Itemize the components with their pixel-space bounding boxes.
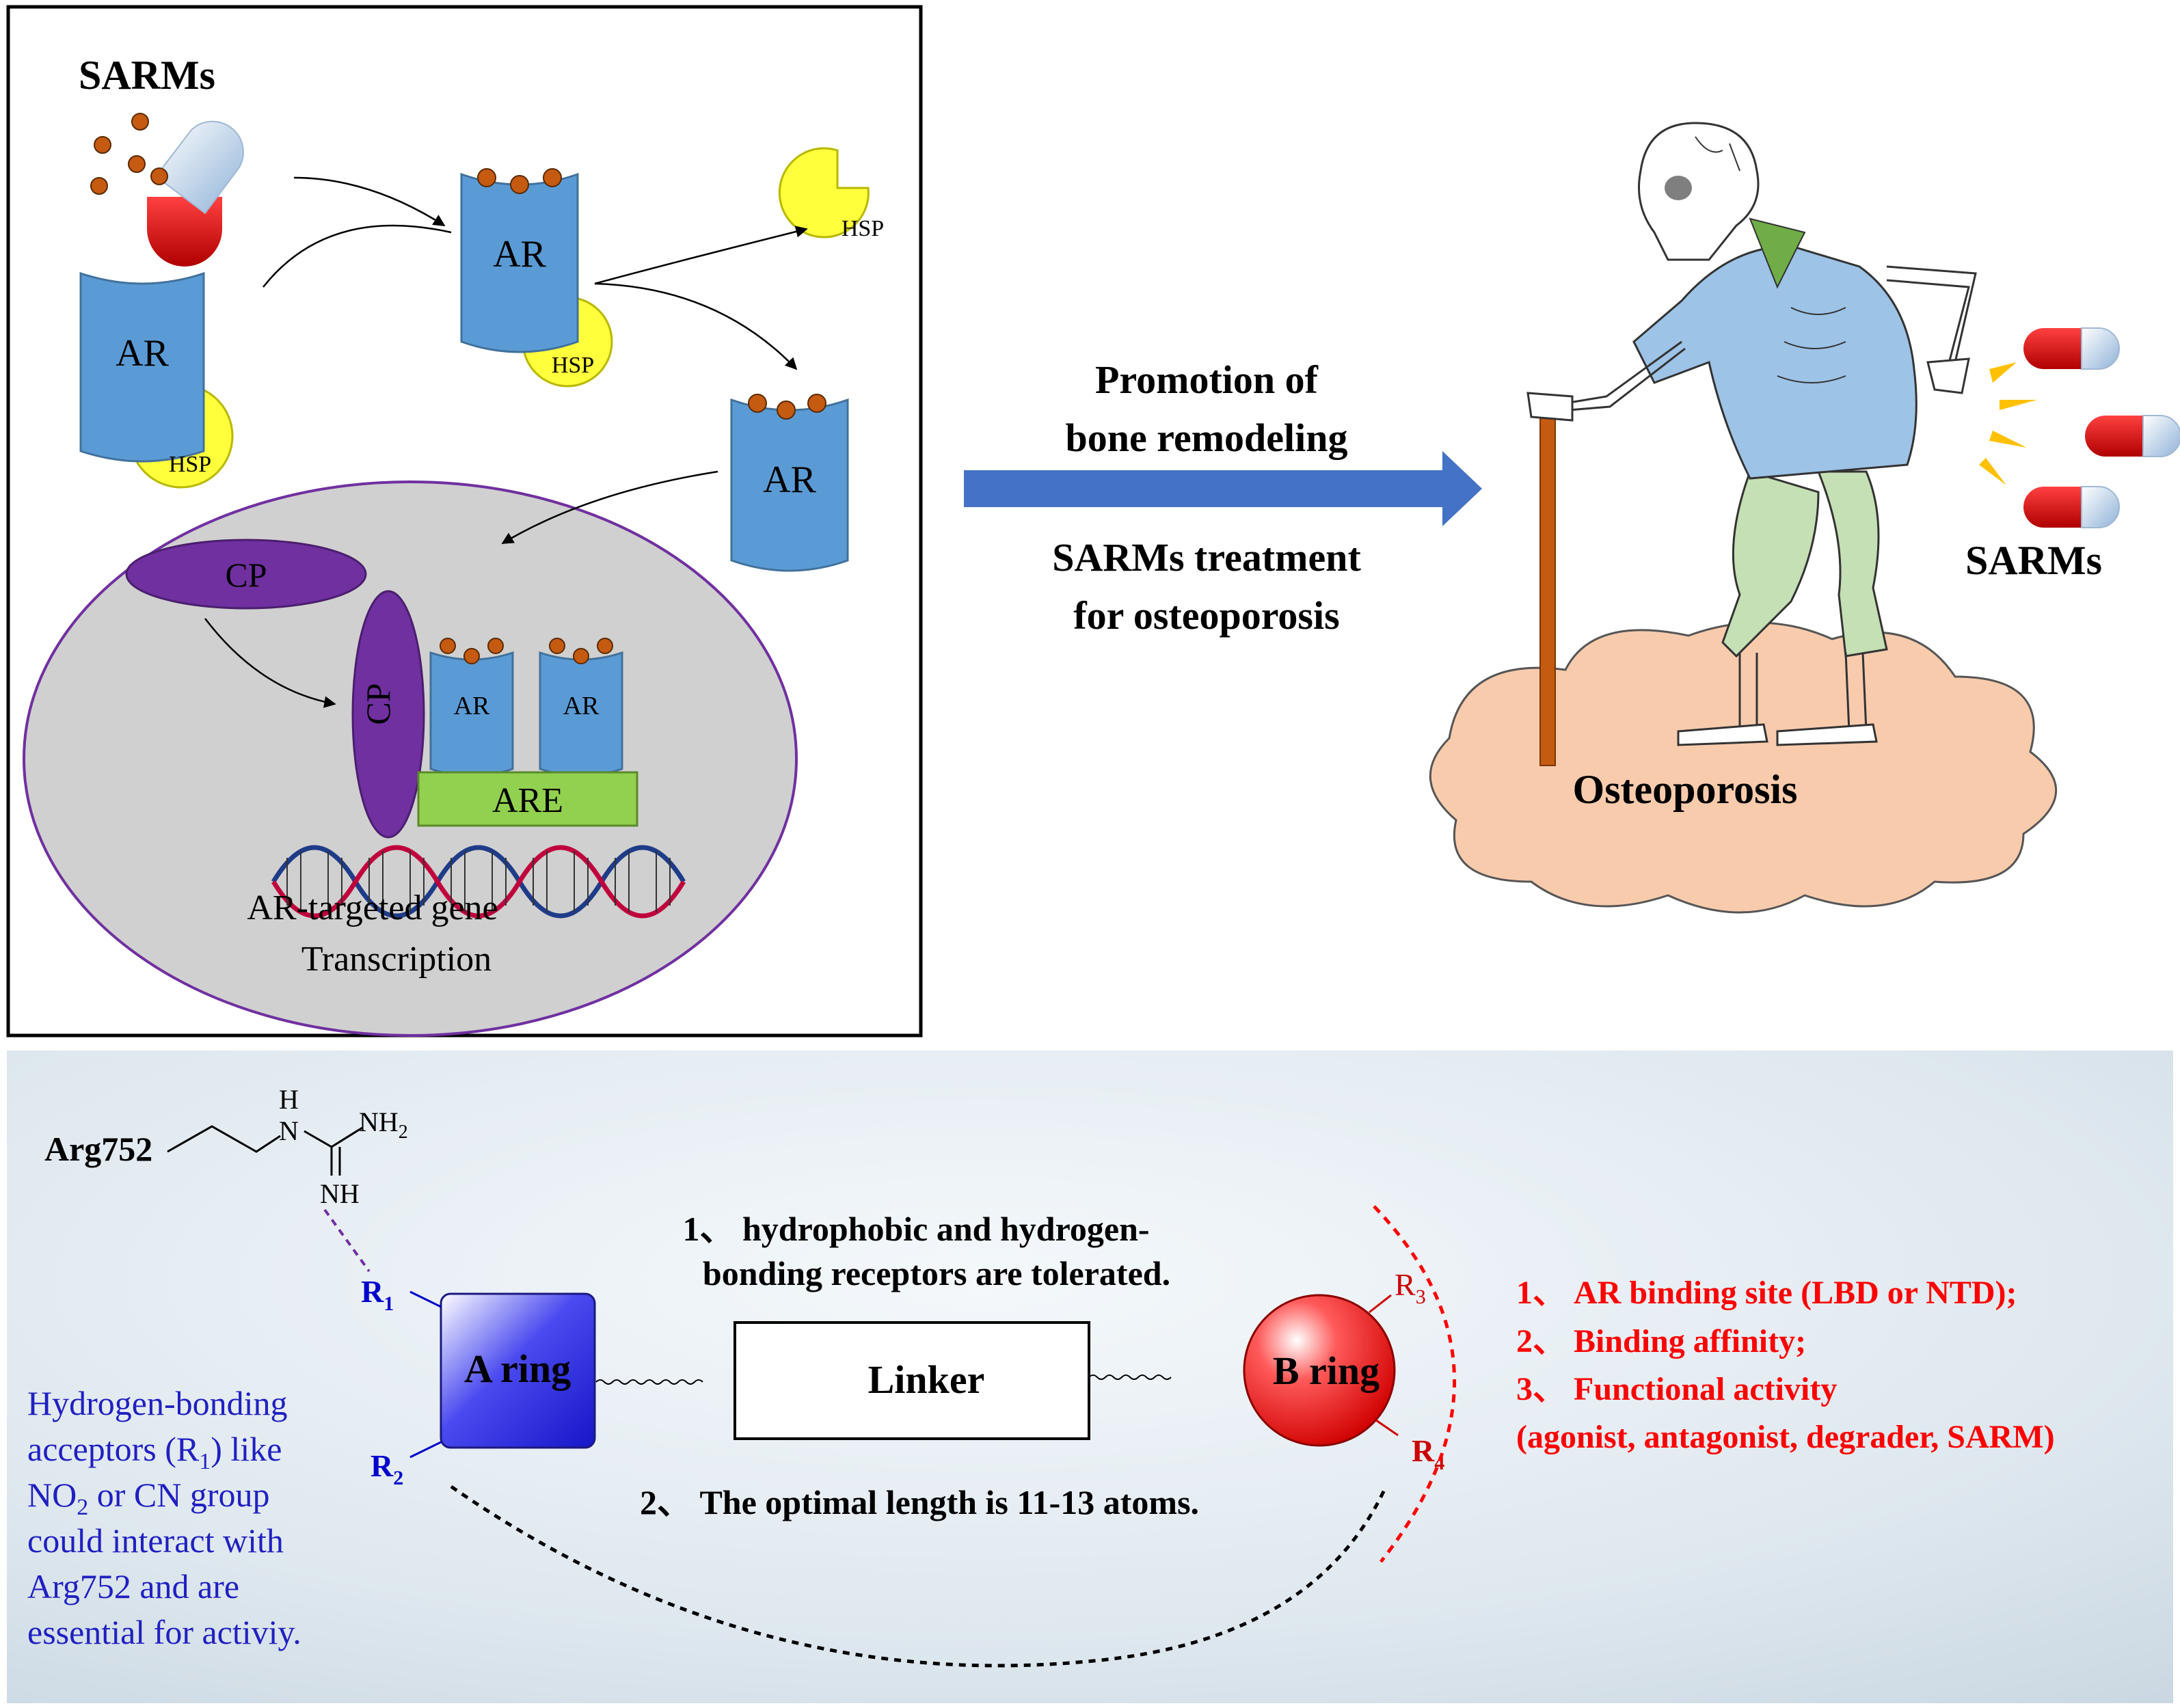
svg-text:AR: AR [116, 332, 169, 375]
linker-box: Linker [735, 1323, 1089, 1439]
skull [1639, 123, 1759, 260]
svg-text:NO2 or CN group: NO2 or CN group [27, 1476, 269, 1520]
cp-coregulator: CP [126, 540, 366, 608]
osteoporosis-label: Osteoporosis [1573, 767, 1798, 812]
svg-text:HSP: HSP [552, 353, 594, 378]
svg-text:Arg752: Arg752 [44, 1130, 152, 1168]
cp-bound: CP [353, 591, 424, 837]
linker-note2: 2、 The optimal length is 11-13 atoms. [640, 1483, 1199, 1521]
sarms-title: SARMs [79, 53, 215, 98]
b-note1: 1、 AR binding site (LBD or NTD); [1516, 1275, 2017, 1311]
right-sarms-label: SARMs [1965, 538, 2102, 583]
sar-panel: Arg752 H N NH2 NH A ring R1 R2 Linker [7, 1050, 2173, 1703]
svg-text:HSP: HSP [842, 216, 884, 241]
svg-text:could interact with: could interact with [27, 1521, 284, 1560]
svg-text:ARE: ARE [492, 781, 563, 820]
mechanism-panel: SARMs AR HSP AR HSP [8, 7, 921, 1035]
svg-text:CP: CP [225, 556, 267, 594]
promotion-line2: bone remodeling [1066, 416, 1348, 460]
pill-2 [2085, 416, 2180, 457]
promotion-line1: Promotion of [1095, 357, 1319, 402]
b-note2: 2、 Binding affinity; [1516, 1323, 1806, 1359]
ar-receptor-3: AR [731, 394, 848, 571]
svg-text:AR: AR [454, 692, 490, 720]
gene-label-line2: Transcription [301, 940, 492, 979]
pill-3 [2023, 487, 2119, 528]
svg-text:B ring: B ring [1273, 1348, 1380, 1393]
svg-text:AR: AR [493, 233, 546, 275]
svg-text:NH: NH [320, 1178, 360, 1209]
are-element: ARE [418, 772, 637, 826]
gene-label-line1: AR-targeted gene [247, 889, 498, 927]
svg-text:AR: AR [563, 692, 600, 720]
svg-text:acceptors (R1) like: acceptors (R1) like [27, 1430, 282, 1474]
a-ring: A ring [441, 1294, 595, 1448]
svg-text:HSP: HSP [169, 452, 211, 477]
big-blue-arrow [964, 451, 1482, 526]
svg-text:AR: AR [763, 459, 816, 501]
middle-section: Promotion of bone remodeling SARMs treat… [964, 357, 1482, 638]
linker-note1-line1: 1、 hydrophobic and hydrogen- [682, 1210, 1149, 1248]
svg-text:Arg752 and are: Arg752 and are [27, 1567, 239, 1605]
svg-text:CP: CP [359, 683, 397, 724]
linker-note1-line2: bonding receptors are tolerated. [703, 1254, 1170, 1292]
b-note3: 3、 Functional activity [1516, 1371, 1837, 1407]
svg-text:H: H [279, 1084, 299, 1115]
treatment-line1: SARMs treatment [1052, 535, 1361, 580]
svg-text:N: N [279, 1115, 299, 1146]
b-ring: B ring [1244, 1295, 1395, 1446]
pill-1 [2023, 328, 2119, 369]
svg-text:A ring: A ring [464, 1346, 571, 1391]
b-note4: (agonist, antagonist, degrader, SARM) [1516, 1419, 2055, 1455]
osteoporosis-illustration: SARMs Osteoporosis [1430, 123, 2180, 912]
svg-text:essential for activiy.: essential for activiy. [27, 1613, 301, 1651]
treatment-line2: for osteoporosis [1073, 593, 1339, 638]
svg-text:Linker: Linker [868, 1357, 985, 1402]
svg-text:Hydrogen-bonding: Hydrogen-bonding [27, 1384, 288, 1422]
cane [1540, 410, 1555, 765]
